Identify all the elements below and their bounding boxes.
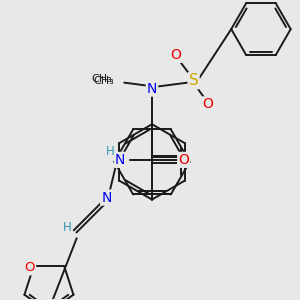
Text: O: O (202, 98, 213, 111)
Text: H: H (62, 221, 71, 234)
Text: CH₃: CH₃ (94, 76, 114, 85)
Text: O: O (25, 261, 35, 274)
Text: N: N (101, 190, 112, 205)
Text: S: S (189, 73, 199, 88)
Text: CH₃: CH₃ (92, 74, 112, 84)
Text: N: N (115, 153, 125, 167)
Text: O: O (170, 48, 181, 62)
Text: H: H (106, 146, 115, 158)
Text: O: O (178, 153, 189, 167)
Text: N: N (147, 82, 157, 96)
